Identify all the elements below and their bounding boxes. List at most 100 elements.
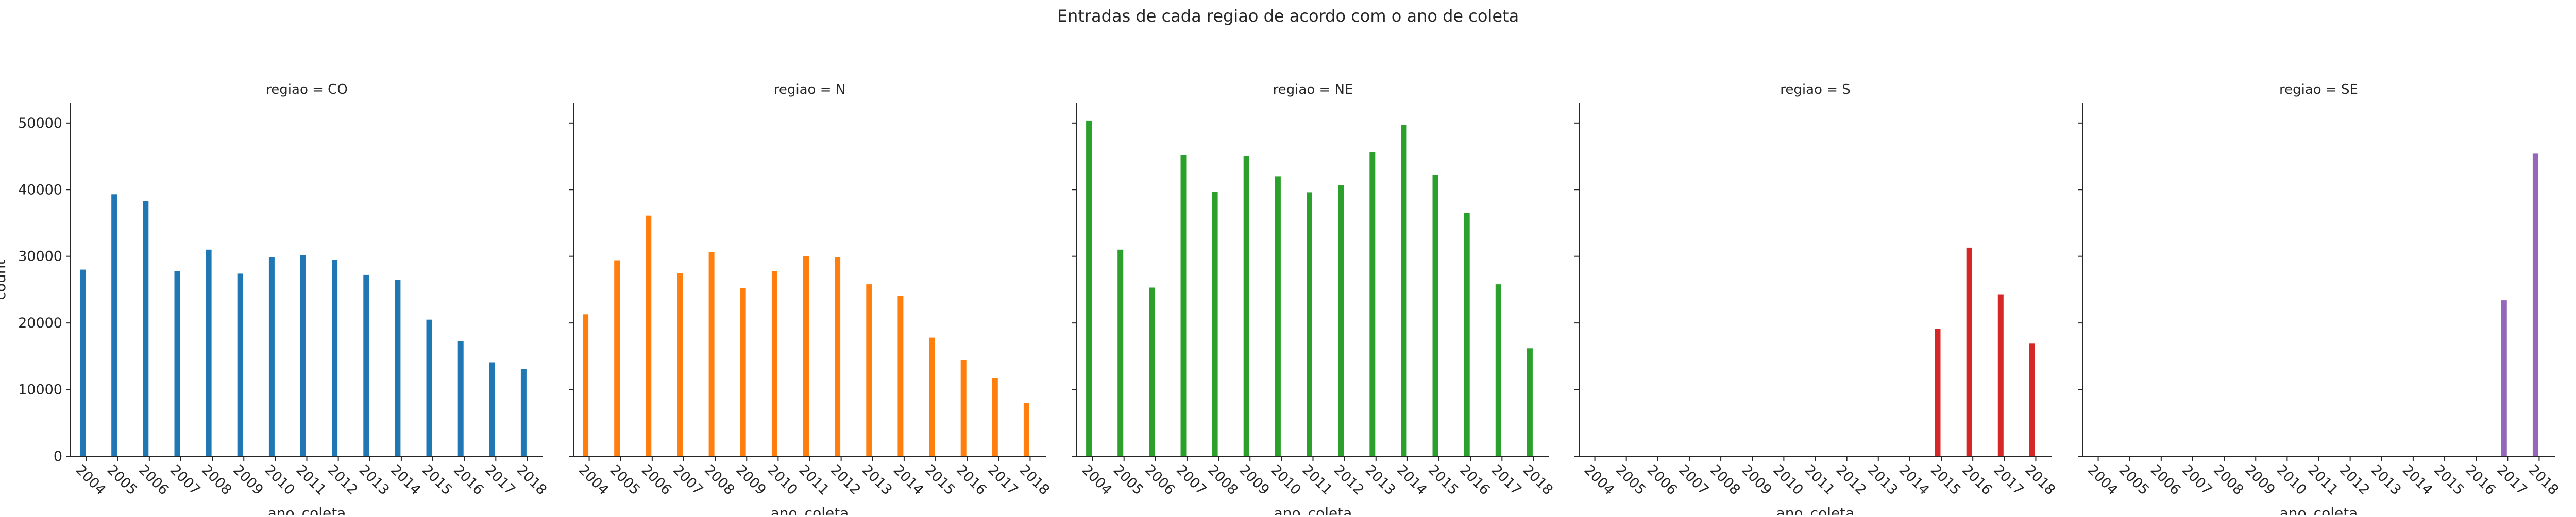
y-tick-label: 50000 bbox=[18, 115, 62, 131]
x-tick-label: 2006 bbox=[1142, 462, 1178, 498]
x-tick-label: 2009 bbox=[230, 462, 266, 498]
bar-2004 bbox=[583, 314, 589, 456]
x-tick-label: 2006 bbox=[135, 462, 172, 498]
bar-2010 bbox=[1275, 176, 1281, 456]
bar-2006 bbox=[646, 215, 652, 456]
x-tick-label: 2007 bbox=[1173, 462, 1210, 498]
x-tick-label: 2012 bbox=[325, 462, 361, 498]
x-tick-label: 2009 bbox=[2242, 462, 2278, 498]
bar-2014 bbox=[1401, 125, 1407, 456]
x-tick-label: 2010 bbox=[764, 462, 801, 498]
x-tick-label: 2004 bbox=[2084, 462, 2121, 498]
x-tick-label: 2015 bbox=[2431, 462, 2467, 498]
y-tick-label: 40000 bbox=[18, 182, 62, 198]
x-tick-label: 2017 bbox=[1488, 462, 1524, 498]
bar-2014 bbox=[395, 280, 401, 456]
bar-2013 bbox=[1369, 152, 1376, 456]
x-tick-label: 2017 bbox=[482, 462, 518, 498]
x-tick-label: 2017 bbox=[2494, 462, 2530, 498]
x-tick-label: 2014 bbox=[387, 462, 424, 498]
x-axis-label: ano_coleta bbox=[1274, 505, 1352, 515]
bar-2015 bbox=[426, 319, 432, 456]
bar-2011 bbox=[803, 256, 809, 456]
x-axis-label: ano_coleta bbox=[771, 505, 849, 515]
x-axis-label: ano_coleta bbox=[268, 505, 346, 515]
x-tick-label: 2010 bbox=[1267, 462, 1304, 498]
x-tick-label: 2018 bbox=[2525, 462, 2562, 498]
bar-2016 bbox=[457, 341, 464, 456]
x-tick-label: 2018 bbox=[1519, 462, 1556, 498]
bar-2005 bbox=[111, 194, 117, 456]
x-tick-label: 2015 bbox=[419, 462, 455, 498]
x-tick-label: 2005 bbox=[607, 462, 643, 498]
bar-2018 bbox=[2532, 153, 2538, 456]
facet-panel-5: regiao = SE20042005200620072008200920102… bbox=[2078, 82, 2562, 517]
x-axis-label: ano_coleta bbox=[1776, 505, 1855, 515]
x-tick-label: 2011 bbox=[293, 462, 330, 498]
facets: regiao = CO 0 10000 20000 30000 40000 50000 200… bbox=[0, 82, 2562, 517]
x-tick-label: 2017 bbox=[985, 462, 1021, 498]
bar-2014 bbox=[897, 296, 904, 456]
x-tick-label: 2016 bbox=[1959, 462, 1995, 498]
facet-panel-4: regiao = S200420052006200720082009201020… bbox=[1574, 82, 2058, 517]
x-tick-label: 2006 bbox=[2147, 462, 2184, 498]
x-tick-label: 2007 bbox=[167, 462, 204, 498]
bar-2016 bbox=[960, 360, 967, 456]
bar-2009 bbox=[740, 288, 746, 456]
x-tick-label: 2004 bbox=[73, 462, 109, 498]
x-tick-label: 2016 bbox=[1456, 462, 1493, 498]
bar-2008 bbox=[206, 249, 212, 456]
bar-2009 bbox=[237, 273, 243, 456]
bar-2007 bbox=[174, 271, 180, 456]
bar-2017 bbox=[1997, 294, 2004, 456]
figure-title: Entradas de cada regiao de acordo com o … bbox=[1057, 6, 1519, 26]
y-tick-label: 30000 bbox=[18, 249, 62, 265]
x-tick-label: 2011 bbox=[796, 462, 833, 498]
bar-2017 bbox=[992, 378, 998, 456]
x-tick-label: 2005 bbox=[1110, 462, 1147, 498]
x-tick-label: 2009 bbox=[1236, 462, 1273, 498]
x-tick-label: 2008 bbox=[198, 462, 235, 498]
bar-2008 bbox=[708, 252, 715, 456]
x-tick-label: 2014 bbox=[2399, 462, 2436, 498]
x-tick-label: 2018 bbox=[513, 462, 550, 498]
bar-2018 bbox=[520, 369, 527, 456]
x-tick-label: 2005 bbox=[104, 462, 141, 498]
x-axis-label: ano_coleta bbox=[2280, 505, 2358, 515]
x-tick-label: 2005 bbox=[1613, 462, 1649, 498]
x-tick-label: 2011 bbox=[1299, 462, 1336, 498]
bar-2004 bbox=[80, 269, 86, 456]
bar-2005 bbox=[1117, 249, 1124, 456]
x-tick-label: 2013 bbox=[356, 462, 393, 498]
bar-2005 bbox=[614, 260, 620, 456]
x-tick-label: 2016 bbox=[450, 462, 487, 498]
bar-2007 bbox=[1180, 155, 1187, 456]
x-tick-label: 2004 bbox=[1079, 462, 1115, 498]
x-tick-label: 2010 bbox=[1770, 462, 1806, 498]
x-tick-label: 2013 bbox=[1362, 462, 1399, 498]
facet-panel-3: regiao = NE20042005200620072008200920102… bbox=[1072, 82, 1556, 517]
bar-2008 bbox=[1212, 192, 1218, 457]
bar-2015 bbox=[1935, 329, 1941, 456]
bar-2016 bbox=[1464, 213, 1470, 456]
x-tick-label: 2007 bbox=[670, 462, 706, 498]
x-tick-label: 2007 bbox=[1675, 462, 1712, 498]
x-tick-label: 2015 bbox=[1927, 462, 1964, 498]
x-tick-label: 2008 bbox=[1707, 462, 1743, 498]
x-tick-label: 2011 bbox=[1802, 462, 1838, 498]
y-tick-label: 0 bbox=[54, 449, 62, 464]
x-tick-label: 2005 bbox=[2116, 462, 2153, 498]
x-tick-label: 2009 bbox=[733, 462, 769, 498]
x-tick-label: 2011 bbox=[2305, 462, 2342, 498]
bar-2018 bbox=[1023, 403, 1029, 456]
facet-panel-1: regiao = CO 0 10000 20000 30000 40000 50000 200… bbox=[18, 82, 550, 517]
bar-2009 bbox=[1243, 156, 1249, 456]
x-tick-label: 2010 bbox=[261, 462, 298, 498]
x-tick-label: 2017 bbox=[1990, 462, 2027, 498]
x-tick-label: 2008 bbox=[701, 462, 738, 498]
bar-2011 bbox=[1307, 192, 1312, 456]
x-tick-label: 2009 bbox=[1738, 462, 1775, 498]
x-tick-label: 2014 bbox=[1394, 462, 1430, 498]
x-tick-label: 2010 bbox=[2273, 462, 2310, 498]
